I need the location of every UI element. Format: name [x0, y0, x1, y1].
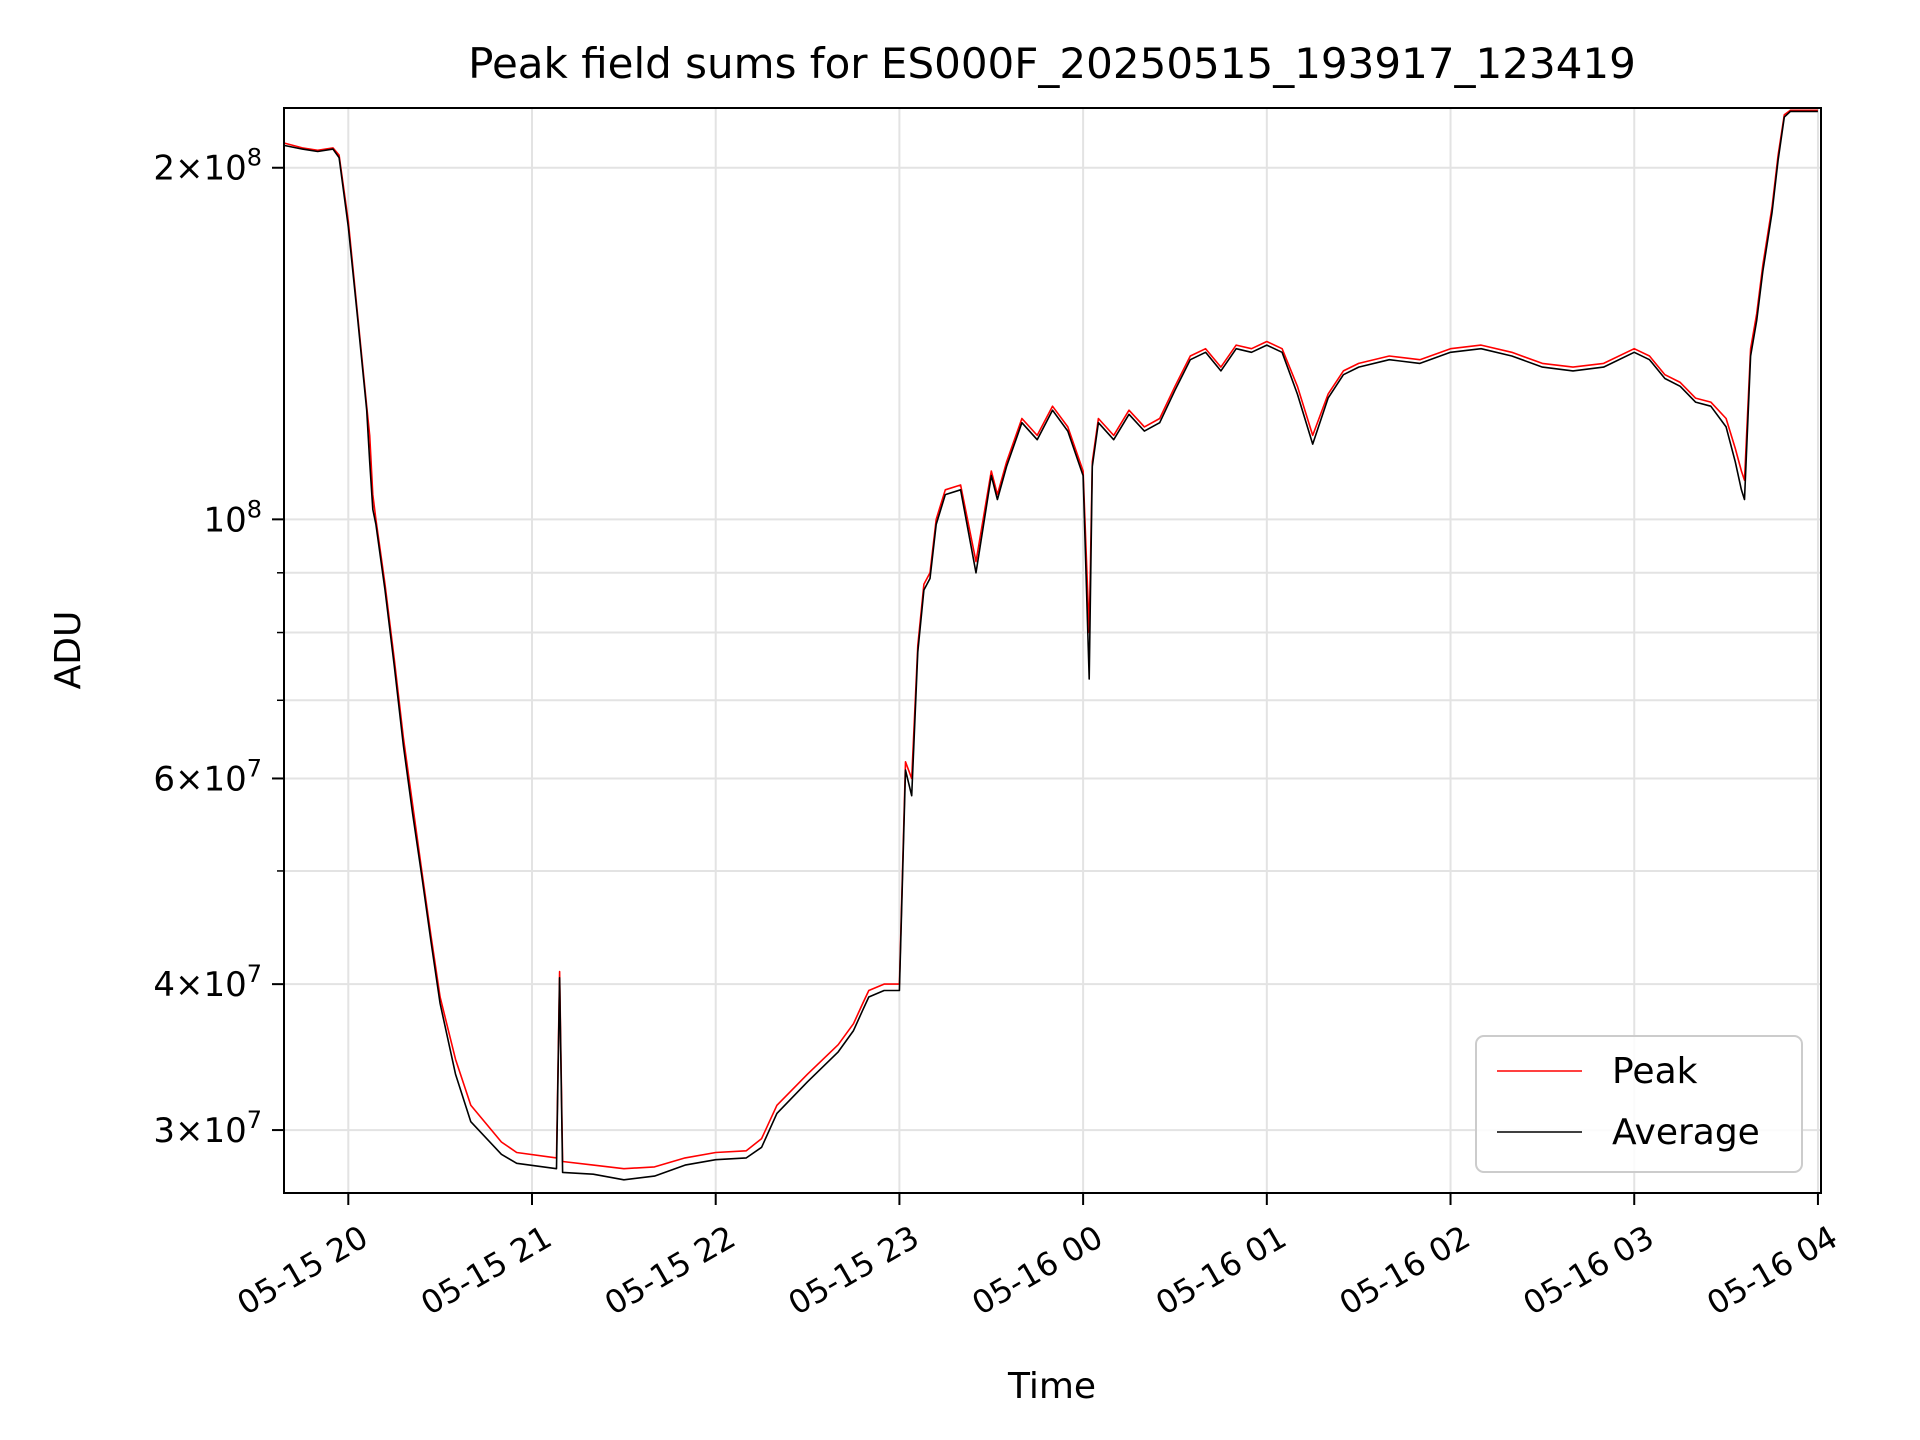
- legend-label-average: Average: [1612, 1112, 1760, 1153]
- series-line-average: [283, 110, 1818, 1181]
- y-axis: 3×107 4×107 6×107 108 2×108: [153, 144, 284, 1151]
- chart-title: Peak field sums for ES000F_20250515_1939…: [468, 39, 1636, 88]
- y-tick-label: 3×107: [153, 1106, 262, 1151]
- y-tick-label: 4×107: [153, 960, 262, 1005]
- x-axis-title: Time: [1007, 1366, 1096, 1407]
- y-axis-title: ADU: [48, 611, 89, 690]
- plot-frame: [283, 107, 1822, 1194]
- y-tick-label: 108: [203, 495, 262, 540]
- series-line-peak: [283, 109, 1818, 1170]
- legend: Peak Average: [1475, 1035, 1803, 1173]
- legend-label-peak: Peak: [1612, 1051, 1698, 1092]
- legend-box: [1475, 1035, 1803, 1173]
- y-tick-label: 2×108: [153, 144, 262, 189]
- series-layer: [283, 109, 1818, 1181]
- y-tick-label: 6×107: [153, 754, 262, 799]
